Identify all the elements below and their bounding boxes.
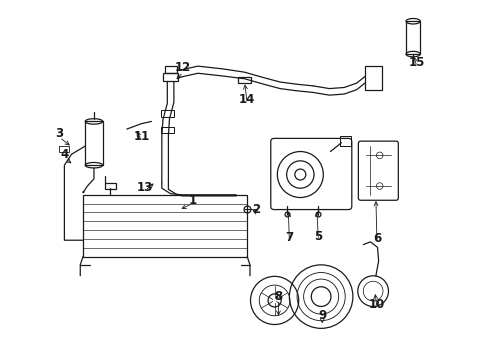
Bar <box>238 77 250 83</box>
Bar <box>105 183 116 189</box>
Bar <box>83 195 247 257</box>
Bar <box>163 73 178 81</box>
Text: 14: 14 <box>239 93 255 106</box>
Text: 5: 5 <box>314 230 322 243</box>
Text: 7: 7 <box>285 231 293 244</box>
Bar <box>405 21 419 54</box>
Bar <box>161 127 174 134</box>
Text: 3: 3 <box>55 127 63 140</box>
Text: 4: 4 <box>61 148 69 161</box>
Bar <box>164 66 176 73</box>
Bar <box>59 145 69 152</box>
Bar <box>364 66 382 90</box>
Text: 11: 11 <box>133 130 149 143</box>
Text: 15: 15 <box>408 56 424 69</box>
Text: 6: 6 <box>372 232 380 245</box>
Text: 13: 13 <box>137 181 153 194</box>
Text: 10: 10 <box>368 298 385 311</box>
Text: 12: 12 <box>175 61 191 74</box>
Bar <box>85 121 102 165</box>
Bar <box>161 111 174 117</box>
Text: 9: 9 <box>318 309 325 322</box>
Text: 8: 8 <box>274 290 282 303</box>
Bar <box>339 136 350 146</box>
Text: 1: 1 <box>188 194 196 207</box>
Text: 2: 2 <box>252 203 260 216</box>
